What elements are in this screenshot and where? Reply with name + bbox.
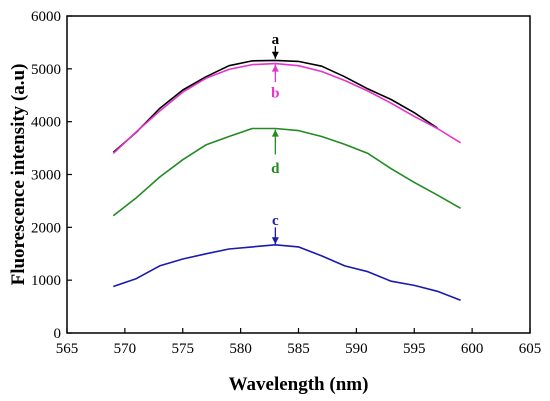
series-line-d [112, 127, 461, 217]
annotation-arrowhead-c [271, 237, 279, 245]
y-tick-label: 2000 [31, 220, 61, 236]
y-axis-title: Fluorescence intensity (a.u) [8, 64, 29, 286]
axes: 565 570 575 580 585 590 595 600 605 0 1000 2000 3000… [31, 9, 541, 357]
y-tick-label: 5000 [31, 62, 61, 78]
annotation-arrowhead-b [271, 64, 279, 72]
x-tick-label: 570 [114, 341, 137, 357]
annotation-arrowhead-a [271, 51, 279, 59]
x-tick-label: 580 [229, 341, 252, 357]
y-tick-label: 1000 [31, 273, 61, 289]
series-line-a [112, 59, 438, 153]
x-tick-label: 605 [519, 341, 542, 357]
x-tick-label: 585 [287, 341, 310, 357]
x-tick-label: 600 [461, 341, 484, 357]
x-tick-label: 590 [345, 341, 368, 357]
series-layer [112, 59, 462, 301]
annotation-arrowhead-d [271, 129, 279, 137]
x-axis-title: Wavelength (nm) [229, 374, 369, 395]
series-line-c [113, 244, 461, 301]
series-label-d: d [271, 161, 280, 177]
x-tick-label: 565 [56, 341, 79, 357]
series-label-c: c [272, 213, 279, 229]
y-tick-label: 6000 [31, 9, 61, 25]
annotation-layer: a b d c [271, 32, 280, 245]
y-tick-label: 0 [54, 326, 62, 342]
series-label-a: a [272, 32, 280, 48]
y-tick-label: 3000 [31, 168, 61, 184]
series-line-b [112, 62, 462, 154]
series-label-b: b [271, 86, 279, 102]
plot-frame [66, 15, 531, 334]
x-tick-label: 595 [403, 341, 426, 357]
y-tick-label: 4000 [31, 115, 61, 131]
x-tick-label: 575 [172, 341, 195, 357]
